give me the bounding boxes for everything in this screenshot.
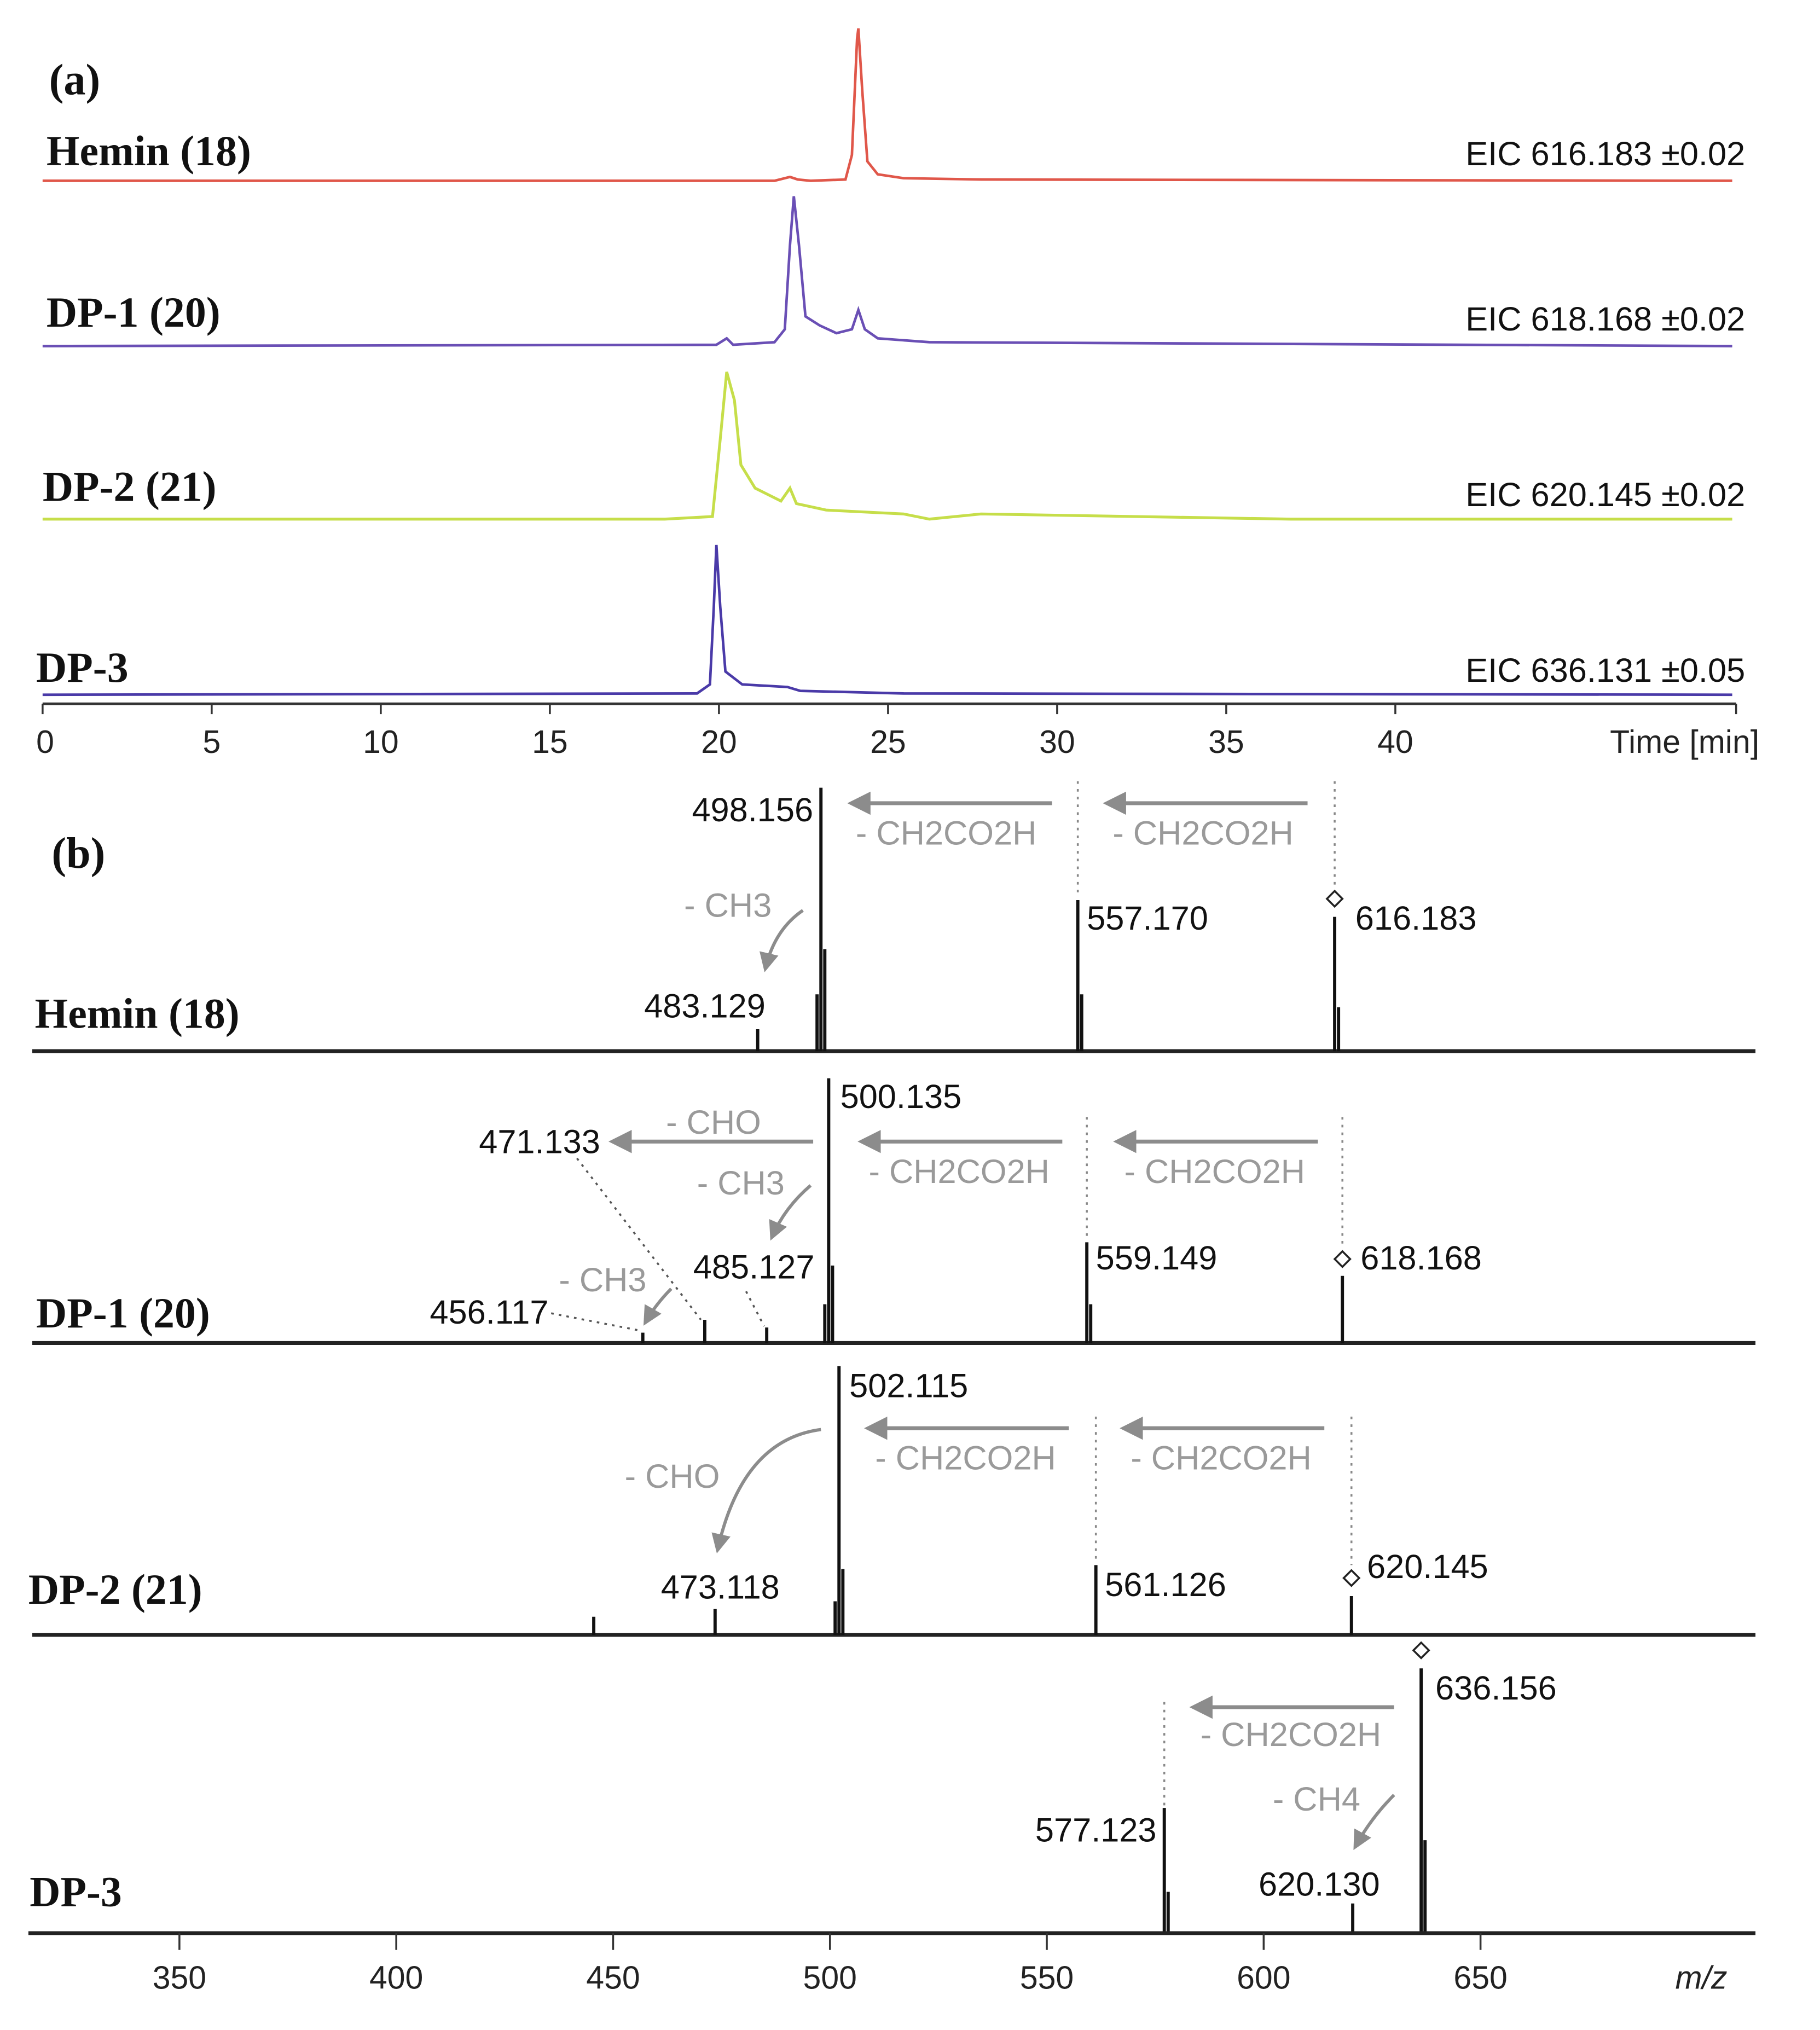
tick: 35 [1208,724,1244,760]
tick: 600 [1237,1960,1290,1996]
peak-label: 616.183 [1355,899,1477,937]
loss-annotation: - CH4 [1273,1780,1360,1818]
chromatogram-dp1: DP-1 (20) EIC 618.168 ±0.02 [42,196,1745,347]
peak-label: 485.127 [693,1248,815,1285]
tick: 30 [1039,724,1075,760]
spectrum-name: DP-3 [30,1868,122,1915]
loss-annotation: - CH2CO2H [1125,1152,1305,1190]
spectrum-dp1: DP-1 (20) 500.135 559.149 618.168 471.13… [32,1077,1756,1345]
peak-label: 577.123 [1035,1811,1157,1848]
tick: 500 [803,1960,857,1996]
trace-name: Hemin (18) [47,127,251,175]
tick: 650 [1453,1960,1507,1996]
tick: 5 [202,724,221,760]
peak-label: 498.156 [692,791,813,828]
tick: 450 [586,1960,640,1996]
peak-label: 471.133 [479,1123,600,1161]
loss-annotation: - CH2CO2H [1131,1439,1311,1477]
trace-name: DP-2 (21) [43,463,217,511]
chromatogram-hemin: Hemin (18) EIC 616.183 ±0.02 [42,28,1745,182]
loss-annotation: - CH2CO2H [869,1152,1050,1190]
precursor-diamond-icon [1342,1569,1361,1587]
peak-label: 500.135 [841,1077,962,1115]
peak-label: 557.170 [1087,899,1208,937]
x-axis-label: m/z [1675,1960,1727,1996]
panel-a-label: (a) [49,56,101,104]
eic-label: EIC 616.183 ±0.02 [1465,135,1745,172]
spectrum-dp2: DP-2 (21) 502.115 561.126 620.145 473.11… [28,1366,1756,1637]
loss-annotation: - CHO [625,1457,720,1495]
eic-label: EIC 636.131 ±0.05 [1465,651,1745,689]
chromatogram-dp2: DP-2 (21) EIC 620.145 ±0.02 [43,372,1745,521]
peak-label: 456.117 [430,1293,548,1331]
loss-annotation: - CH2CO2H [856,814,1036,851]
peak-label: 473.118 [661,1568,780,1606]
mz-axis: 350 400 450 500 550 600 650 m/z [28,1931,1756,1996]
loss-annotation: - CH3 [697,1164,785,1202]
peak-label: 620.145 [1367,1547,1488,1585]
chromatogram-dp3: DP-3 EIC 636.131 ±0.05 [36,544,1745,697]
spectrum-name: DP-1 (20) [36,1290,210,1337]
panel-b-label: (b) [51,830,105,878]
eic-label: EIC 618.168 ±0.02 [1465,300,1745,338]
loss-annotation: - CH3 [684,886,772,924]
time-axis: 0 5 10 15 20 25 30 35 40 Time [min] [36,702,1759,760]
trace-name: DP-3 [36,644,129,691]
tick: 25 [870,724,906,760]
tick: 10 [363,724,399,760]
tick: 350 [153,1960,206,1996]
loss-annotation: - CH2CO2H [875,1439,1056,1477]
tick: 20 [701,724,737,760]
tick: 15 [532,724,568,760]
peak-label: 561.126 [1105,1565,1226,1603]
tick: 400 [369,1960,423,1996]
spectrum-name: DP-2 (21) [28,1566,202,1613]
tick: 40 [1377,724,1413,760]
peak-label: 502.115 [849,1367,968,1405]
spectrum-dp3: DP-3 636.156 577.123 620.130 - CH2CO2H -… [30,1641,1557,1932]
loss-annotation: - CHO [666,1103,761,1141]
spectrum-name: Hemin (18) [35,990,240,1037]
loss-annotation: - CH3 [559,1261,646,1298]
tick: 550 [1020,1960,1074,1996]
peak-label: 559.149 [1096,1239,1218,1277]
precursor-diamond-icon [1325,889,1344,908]
peak-label: 620.130 [1259,1865,1380,1903]
peak-label: 483.129 [644,987,766,1025]
tick: 0 [36,724,54,760]
loss-annotation: - CH2CO2H [1201,1715,1381,1753]
x-axis-label: Time [min] [1610,724,1759,760]
peak-label: 636.156 [1435,1669,1557,1707]
spectrum-hemin: Hemin (18) 498.156 557.170 616.183 483.1… [32,781,1756,1053]
loss-annotation: - CH2CO2H [1112,814,1293,851]
precursor-diamond-icon [1333,1250,1352,1268]
precursor-diamond-icon [1412,1641,1430,1660]
peak-label: 618.168 [1360,1239,1482,1277]
eic-label: EIC 620.145 ±0.02 [1465,475,1745,513]
trace-name: DP-1 (20) [47,289,221,336]
